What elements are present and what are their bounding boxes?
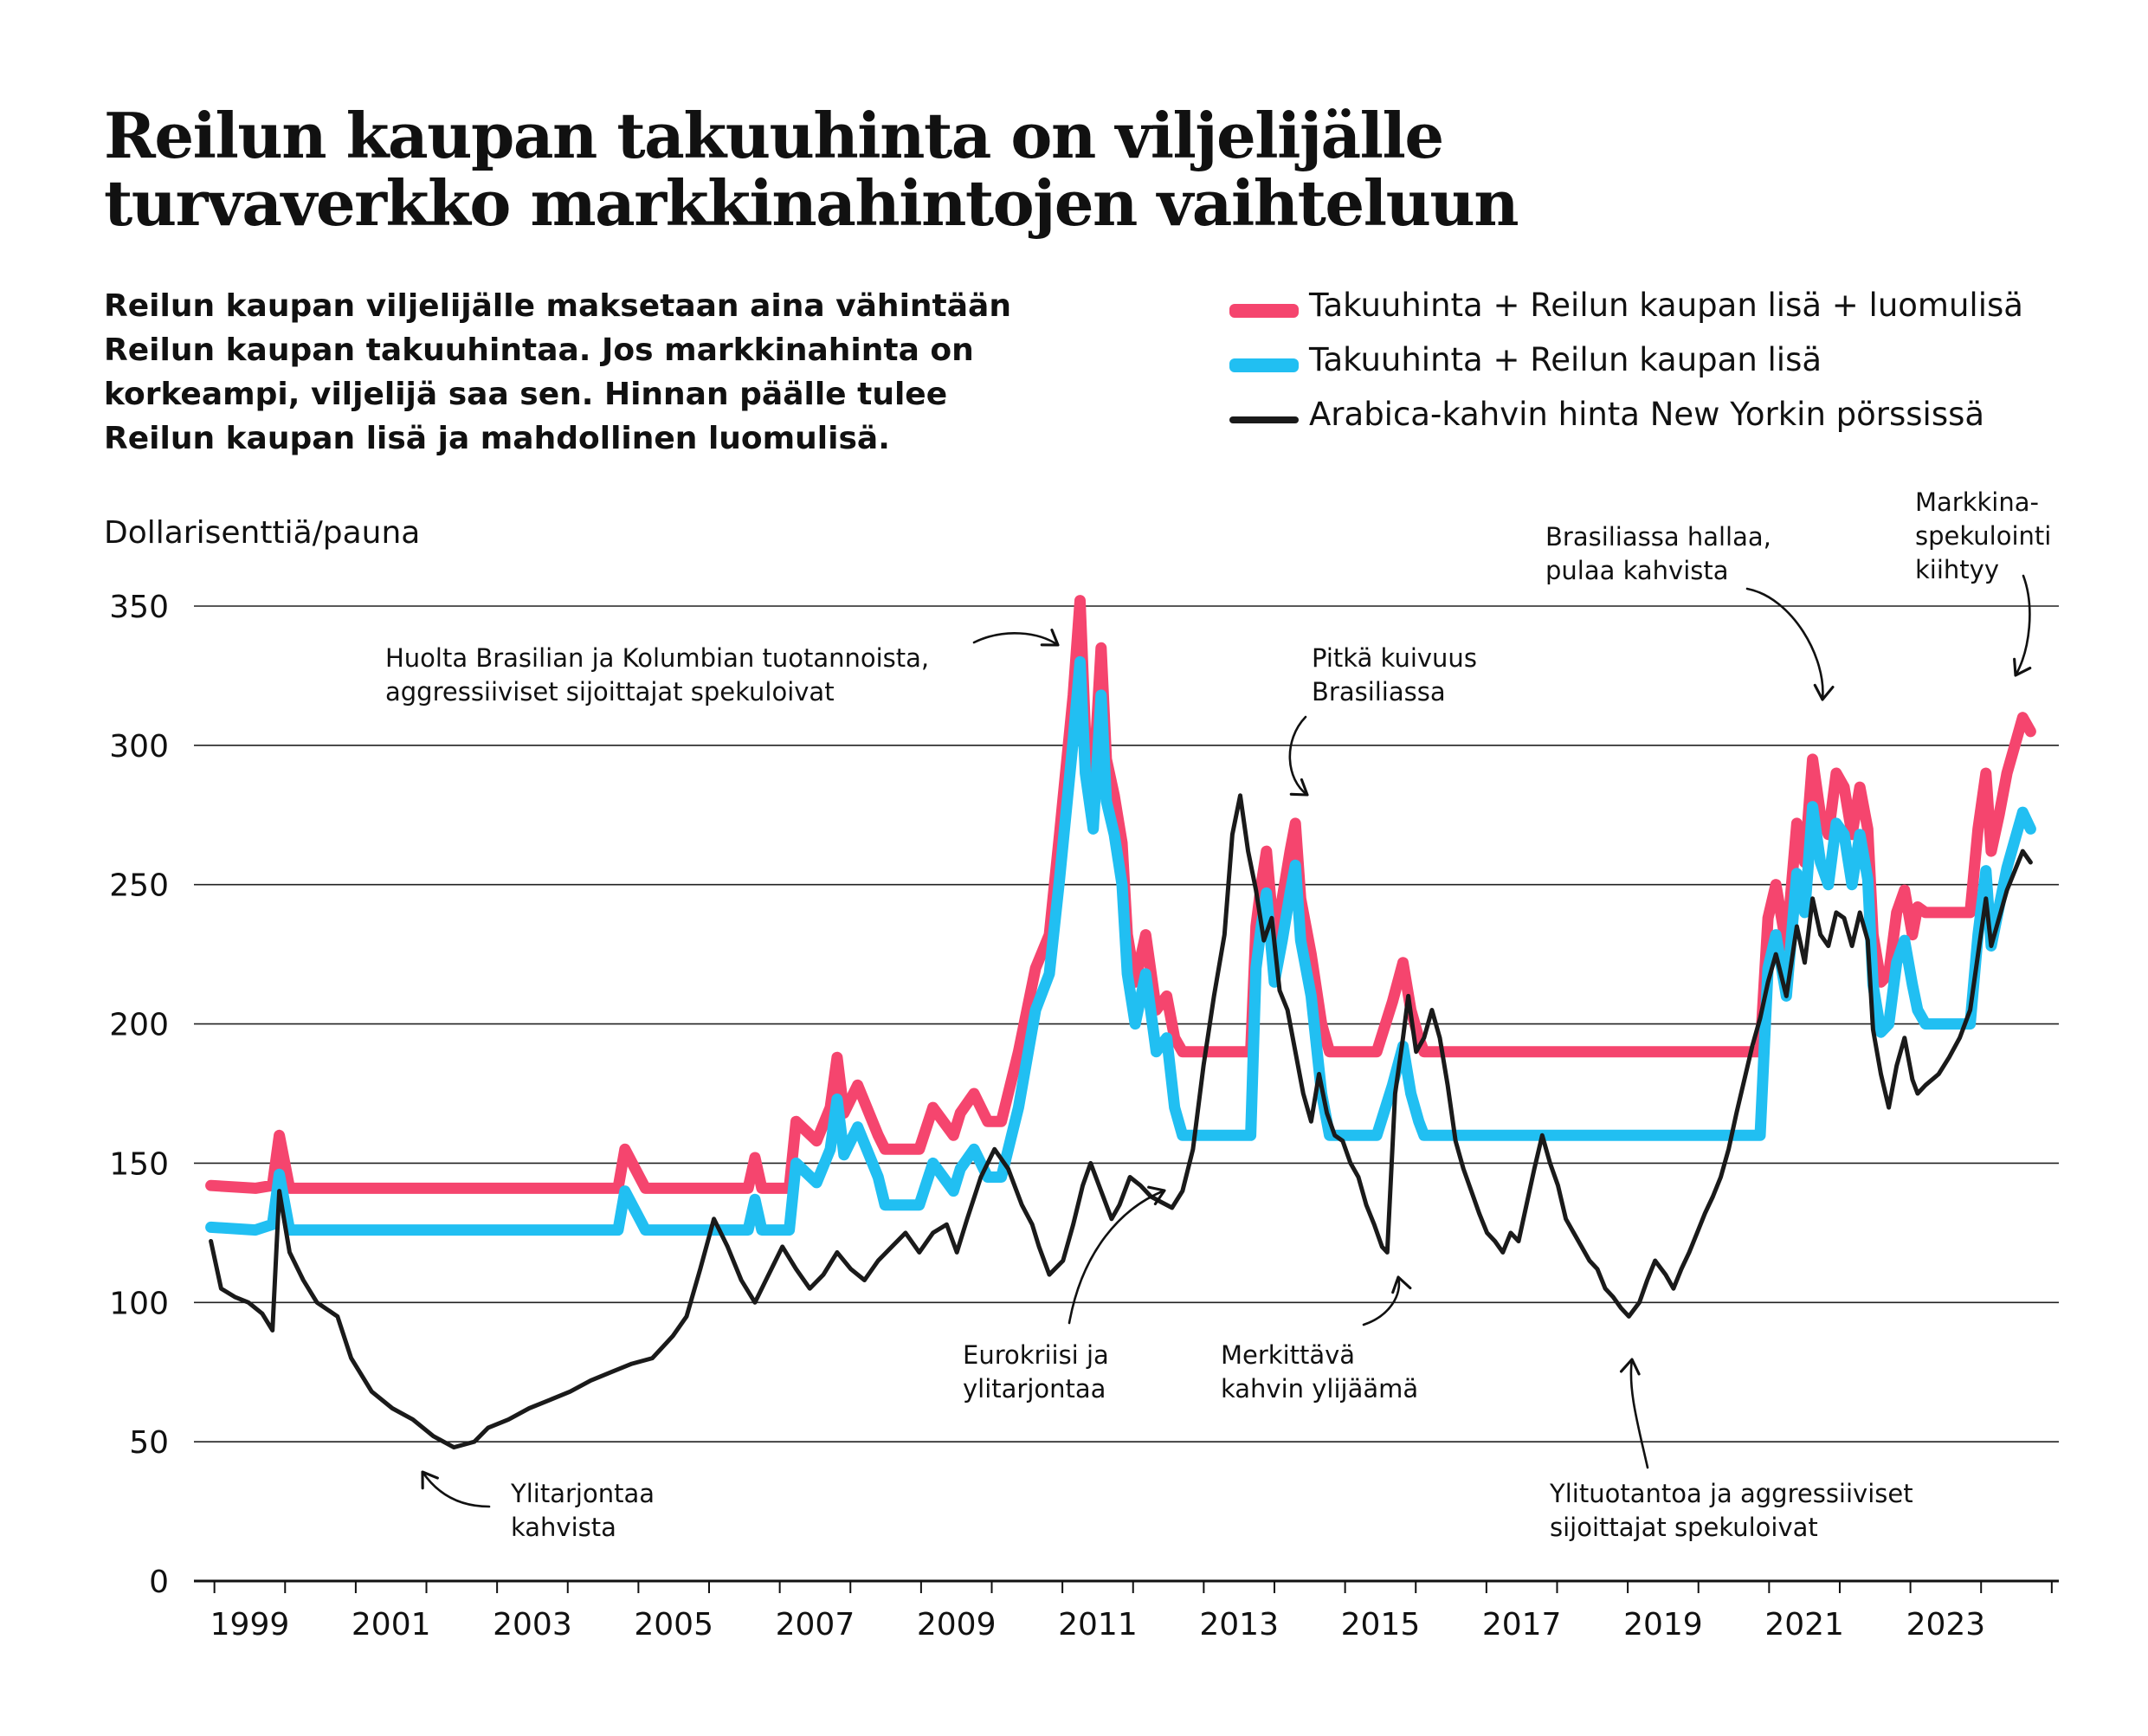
annotation-arrow <box>2013 574 2032 677</box>
annotation-arrow <box>1288 715 1309 797</box>
annotation-text: Huolta Brasilian ja Kolumbian tuotannois… <box>385 643 929 673</box>
annotation: Brasiliassa hallaa, pulaa kahvista <box>1545 522 1835 701</box>
legend-swatch-pink <box>1229 304 1299 318</box>
annotations: Huolta Brasilian ja Kolumbian tuotannois… <box>385 487 2051 1542</box>
subtitle-line: Reilun kaupan lisä ja mahdollinen luomul… <box>104 421 890 456</box>
x-tick-label: 2005 <box>634 1607 713 1642</box>
chart-subtitle: Reilun kaupan viljelijälle maksetaan ain… <box>104 284 1108 461</box>
annotation-text: kahvin ylijäämä <box>1221 1374 1418 1404</box>
legend-label: Takuuhinta + Reilun kaupan lisä <box>1309 341 1822 378</box>
x-axis: 1999 2001 2003 2005 2007 2009 2011 2013 2015 2017… <box>194 1579 2059 1642</box>
annotation-text: Ylituotantoa ja aggressiiviset <box>1549 1479 1913 1508</box>
y-tick-label: 200 <box>109 1008 169 1043</box>
annotation-text: Pitkä kuivuus <box>1312 643 1477 673</box>
x-tick-label: 2017 <box>1482 1607 1562 1642</box>
annotation-text: aggressiiviset sijoittajat spekuloivat <box>385 677 835 707</box>
x-tick-label: 2009 <box>917 1607 997 1642</box>
annotation: Eurokriisi ja ylitarjontaa <box>963 1185 1166 1404</box>
chart-title-line: turvaverkko markkinahintojen vaihteluun <box>104 166 1519 240</box>
annotation: Ylituotantoa ja aggressiiviset sijoittaja… <box>1549 1358 1913 1542</box>
subtitle-line: korkeampi, viljelijä saa sen. Hinnan pää… <box>104 377 948 412</box>
x-tick-label: 2023 <box>1906 1607 1986 1642</box>
annotation-text: Brasiliassa <box>1312 677 1446 707</box>
x-tick-label: 2021 <box>1764 1607 1844 1642</box>
annotation-text: Brasiliassa hallaa, <box>1545 522 1771 552</box>
series-line-market <box>209 793 2033 1450</box>
y-tick-label: 0 <box>149 1565 169 1600</box>
annotation-arrow <box>972 629 1060 647</box>
annotation-arrow <box>1619 1358 1649 1469</box>
legend-label: Arabica-kahvin hinta New Yorkin pörssiss… <box>1309 396 1985 433</box>
legend-swatch-blue <box>1229 358 1299 372</box>
y-tick-label: 350 <box>109 590 169 625</box>
legend-swatch-black <box>1229 416 1299 423</box>
legend-item-organic: Takuuhinta + Reilun kaupan lisä + luomul… <box>1229 280 2130 334</box>
annotation: Pitkä kuivuus Brasiliassa <box>1288 643 1477 797</box>
annotation-text: kahvista <box>511 1513 616 1542</box>
annotation-text: sijoittajat spekuloivat <box>1550 1513 1818 1542</box>
gridlines <box>194 605 2059 1442</box>
annotation-text: ylitarjontaa <box>963 1374 1106 1404</box>
annotation-text: Ylitarjontaa <box>510 1479 655 1508</box>
annotation-arrow <box>1068 1185 1166 1325</box>
annotation-arrow <box>421 1470 491 1508</box>
y-tick-label: 100 <box>109 1286 169 1321</box>
annotation-arrow <box>1745 587 1835 701</box>
x-tick-label: 2013 <box>1199 1607 1279 1642</box>
chart-title-line: Reilun kaupan takuuhinta on viljelijälle <box>104 99 1444 172</box>
legend-item-fairtrade: Takuuhinta + Reilun kaupan lisä <box>1229 334 2130 389</box>
y-tick-label: 50 <box>129 1425 169 1461</box>
chart-title: Reilun kaupan takuuhinta on viljelijälle… <box>104 102 1576 237</box>
chart-legend: Takuuhinta + Reilun kaupan lisä + luomul… <box>1229 280 2130 443</box>
y-tick-label: 300 <box>109 729 169 765</box>
annotation: Ylitarjontaa kahvista <box>421 1470 655 1542</box>
x-tick-label: 2001 <box>352 1607 431 1642</box>
y-tick-label: 150 <box>109 1146 169 1182</box>
annotation-text: Eurokriisi ja <box>963 1340 1109 1370</box>
annotation-text: spekulointi <box>1915 521 2051 551</box>
x-tick-label: 2003 <box>493 1607 572 1642</box>
x-tick-label: 2015 <box>1341 1607 1421 1642</box>
annotation-text: pulaa kahvista <box>1545 556 1729 585</box>
annotation: Markkina-spekulointi kiihtyy <box>1915 487 2051 677</box>
annotation: Merkittävä kahvin ylijäämä <box>1221 1275 1418 1404</box>
series-line-fairtrade <box>205 655 2036 1236</box>
annotation-text: kiihtyy <box>1915 555 1999 584</box>
series-lines <box>205 595 2036 1450</box>
x-tick-label: 2011 <box>1058 1607 1138 1642</box>
y-axis-label: Dollarisenttiä/pauna <box>104 515 420 551</box>
annotation-text: Merkittävä <box>1221 1340 1355 1370</box>
annotation-text: Markkina- <box>1915 487 2039 517</box>
legend-label: Takuuhinta + Reilun kaupan lisä + luomul… <box>1309 287 2023 324</box>
subtitle-line: Reilun kaupan viljelijälle maksetaan ain… <box>104 288 1011 324</box>
x-tick-label: 2007 <box>776 1607 855 1642</box>
x-tick-label: 2019 <box>1623 1607 1703 1642</box>
annotation: Huolta Brasilian ja Kolumbian tuotannois… <box>385 629 1060 707</box>
y-tick-label: 250 <box>109 868 169 904</box>
annotation-arrow <box>1362 1275 1412 1326</box>
y-axis-ticks: 0 50 100 150 200 250 300 350 <box>109 590 169 1600</box>
legend-item-market: Arabica-kahvin hinta New Yorkin pörssiss… <box>1229 389 2130 443</box>
x-tick-label: 1999 <box>210 1607 290 1642</box>
subtitle-line: Reilun kaupan takuuhintaa. Jos markkinah… <box>104 332 974 368</box>
